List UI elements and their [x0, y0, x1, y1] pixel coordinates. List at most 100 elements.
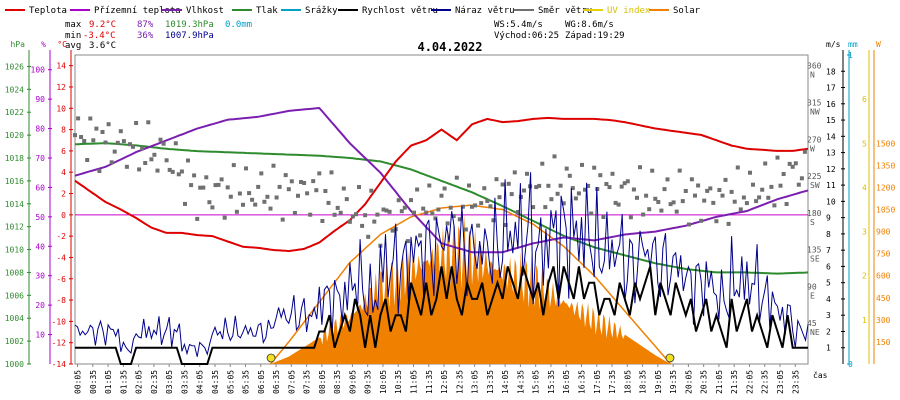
- legend-label: Solar: [673, 6, 701, 16]
- wind-direction-point: [195, 216, 200, 221]
- x-tick-label: 02:05: [135, 370, 144, 394]
- humidity-tick-label: 40: [35, 242, 45, 251]
- wind-direction-point: [118, 129, 123, 134]
- temperature-line: [74, 116, 809, 253]
- x-tick-label: 09:35: [364, 370, 373, 394]
- wind-direction-point: [317, 171, 322, 176]
- temperature-tick-label: -6: [56, 275, 66, 284]
- stats-min-label: min: [65, 31, 81, 41]
- wind-direction-point: [512, 170, 517, 175]
- wind-direction-point: [659, 208, 664, 213]
- direction-tick-label: 90: [807, 282, 817, 291]
- wind-direction-point: [454, 175, 459, 180]
- wind-direction-point: [305, 191, 310, 196]
- wind-direction-point: [619, 184, 624, 189]
- wind-direction-point: [179, 169, 184, 174]
- temperature-tick-label: 14: [56, 62, 66, 71]
- wind-direction-point: [580, 162, 584, 167]
- legend-label: Rychlost větru: [362, 6, 438, 16]
- wind-direction-point: [601, 215, 606, 219]
- pressure-tick-label: 1014: [5, 200, 24, 209]
- x-tick-label: 12:35: [455, 370, 464, 394]
- wind-direction-point: [253, 202, 258, 207]
- wind-direction-point: [705, 188, 710, 193]
- wind-direction-point: [686, 222, 691, 227]
- wind-direction-point: [213, 183, 218, 188]
- wind-tick-label: 17: [826, 84, 836, 93]
- wind-direction-point: [457, 217, 462, 222]
- direction-tick-label: 180: [807, 209, 822, 218]
- wind-direction-point: [186, 158, 190, 163]
- x-tick-label: 22:05: [745, 370, 754, 394]
- wind-tick-label: 3: [826, 311, 831, 320]
- direction-compass-label: E: [810, 291, 815, 300]
- wind-direction-point: [387, 209, 392, 214]
- x-tick-label: 06:05: [257, 370, 266, 394]
- wind-direction-point: [170, 169, 175, 174]
- wind-direction-point: [283, 173, 288, 178]
- wind-direction-point: [650, 168, 655, 173]
- x-tick-label: 09:05: [348, 370, 357, 394]
- sunset-time: Západ:19:29: [565, 31, 625, 41]
- stats-max-rain: 0.0mm: [225, 20, 252, 30]
- wind-direction-point: [732, 199, 737, 204]
- wind-direction-point: [445, 221, 450, 226]
- wind-direction-point: [402, 205, 407, 210]
- wind-tick-label: 16: [826, 100, 836, 109]
- wind-direction-point: [427, 183, 432, 188]
- wind-direction-point: [482, 186, 487, 191]
- wind-tick-label: 5: [826, 279, 831, 288]
- wind-direction-point: [225, 185, 230, 190]
- wind-direction-point: [473, 203, 478, 208]
- wind-direction-point: [189, 183, 194, 188]
- x-tick-label: 22:35: [761, 370, 770, 394]
- wind-direction-point: [561, 201, 566, 206]
- wind-direction-point: [781, 172, 786, 176]
- wind-direction-point: [573, 196, 578, 201]
- wind-direction-point: [738, 207, 743, 212]
- legend-label: UV index: [607, 6, 651, 16]
- pressure-line: [74, 142, 809, 275]
- plot-area: [73, 106, 809, 365]
- wind-direction-point: [375, 212, 380, 217]
- wind-direction-point: [97, 169, 102, 173]
- wind-direction-point: [424, 210, 429, 215]
- wind-direction-point: [775, 155, 780, 160]
- wind-direction-point: [296, 193, 300, 198]
- wind-direction-point: [534, 185, 539, 190]
- direction-tick-label: 225: [807, 172, 822, 181]
- legend-label: Teplota: [29, 6, 67, 16]
- wind-tick-label: 10: [826, 197, 836, 206]
- wind-direction-point: [134, 121, 139, 125]
- wind-tick-label: 12: [826, 165, 836, 174]
- wind-direction-point: [399, 209, 404, 214]
- wind-direction-point: [183, 201, 187, 206]
- pressure-tick-label: 1026: [5, 62, 24, 71]
- solar-tick-label: 600: [876, 272, 891, 281]
- wind-direction-point: [717, 188, 722, 192]
- wind-direction-point: [210, 205, 215, 210]
- wind-direction-point: [564, 166, 569, 171]
- wind-direction-point: [201, 185, 206, 190]
- wind-direction-point: [647, 207, 652, 212]
- wind-direction-point: [509, 192, 514, 197]
- wind-direction-point: [250, 197, 255, 202]
- x-tick-label: 10:05: [379, 370, 388, 394]
- humidity-line: [74, 106, 809, 254]
- wind-direction-point: [586, 183, 591, 188]
- stats-min-hum: 36%: [137, 31, 154, 41]
- uv-tick-label: 5: [862, 139, 867, 148]
- uv-tick-label: 2: [862, 272, 867, 281]
- wind-direction-point: [128, 142, 132, 147]
- wind-direction-point: [683, 189, 688, 193]
- humidity-tick-label: 10: [35, 331, 45, 340]
- wind-direction-point: [354, 212, 358, 217]
- wind-direction-point: [158, 137, 163, 142]
- wind-direction-point: [192, 173, 197, 178]
- x-tick-label: 00:35: [89, 370, 98, 394]
- wind-direction-point: [711, 200, 716, 205]
- wind-direction-point: [262, 199, 267, 204]
- wind-direction-point: [418, 233, 423, 238]
- wind-direction-point: [485, 199, 490, 203]
- wind-direction-point: [360, 223, 365, 228]
